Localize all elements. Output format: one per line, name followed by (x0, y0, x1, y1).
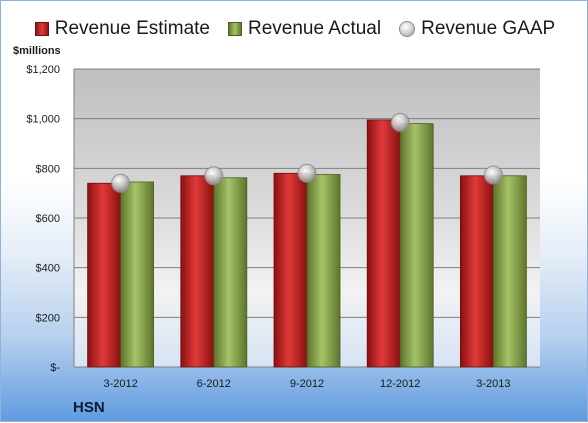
legend-label-estimate: Revenue Estimate (54, 18, 210, 39)
legend-swatch-estimate (34, 22, 49, 36)
x-axis-ticks: 3-2012 6-2012 9-2012 12-2012 3-2013 (103, 378, 510, 390)
company-label: HSN (73, 399, 105, 416)
marker-revenue-gaap (483, 165, 503, 185)
y-tick-label: $1,200 (26, 64, 60, 76)
marker-revenue-gaap (204, 166, 224, 186)
legend: Revenue Estimate Revenue Actual Revenue … (1, 15, 588, 43)
y-axis-ticks: $- $200 $400 $600 $800 $1,000 $1,200 (26, 64, 75, 374)
x-tick-label: 6-2012 (197, 378, 231, 390)
legend-item-gaap: Revenue GAAP (399, 18, 555, 40)
bar-revenue-estimate (87, 182, 121, 368)
x-tick-label: 9-2012 (290, 378, 324, 390)
legend-swatch-gaap (399, 21, 416, 37)
y-tick-label: $1,000 (26, 114, 60, 126)
legend-label-gaap: Revenue GAAP (421, 18, 556, 39)
x-tick-label: 3-2013 (476, 378, 510, 390)
bars (87, 119, 527, 368)
bar-revenue-actual (213, 177, 248, 368)
bar-revenue-estimate (459, 175, 494, 368)
marker-revenue-gaap (111, 173, 131, 193)
legend-label-actual: Revenue Actual (248, 18, 382, 39)
bar-revenue-actual (306, 174, 341, 368)
y-tick-label: $400 (36, 263, 60, 275)
y-tick-label: $600 (36, 213, 60, 225)
gaap-markers (111, 112, 503, 193)
x-tick-label: 12-2012 (380, 378, 420, 390)
legend-item-estimate: Revenue Estimate (34, 18, 210, 40)
bar-revenue-estimate (180, 175, 215, 368)
legend-swatch-actual (228, 22, 242, 36)
bar-revenue-actual (399, 123, 434, 368)
y-tick-label: $800 (36, 163, 60, 175)
bar-revenue-estimate (273, 172, 308, 368)
legend-item-actual: Revenue Actual (228, 18, 381, 40)
x-tick-label: 3-2012 (103, 378, 137, 390)
bar-revenue-actual (492, 175, 527, 368)
marker-revenue-gaap (390, 112, 410, 132)
y-tick-label: $200 (36, 312, 60, 324)
marker-revenue-gaap (297, 163, 317, 183)
y-axis-unit-label: $millions (13, 45, 61, 57)
bar-revenue-estimate (366, 119, 401, 368)
y-tick-label: $- (50, 362, 60, 374)
bar-revenue-actual (120, 181, 154, 368)
